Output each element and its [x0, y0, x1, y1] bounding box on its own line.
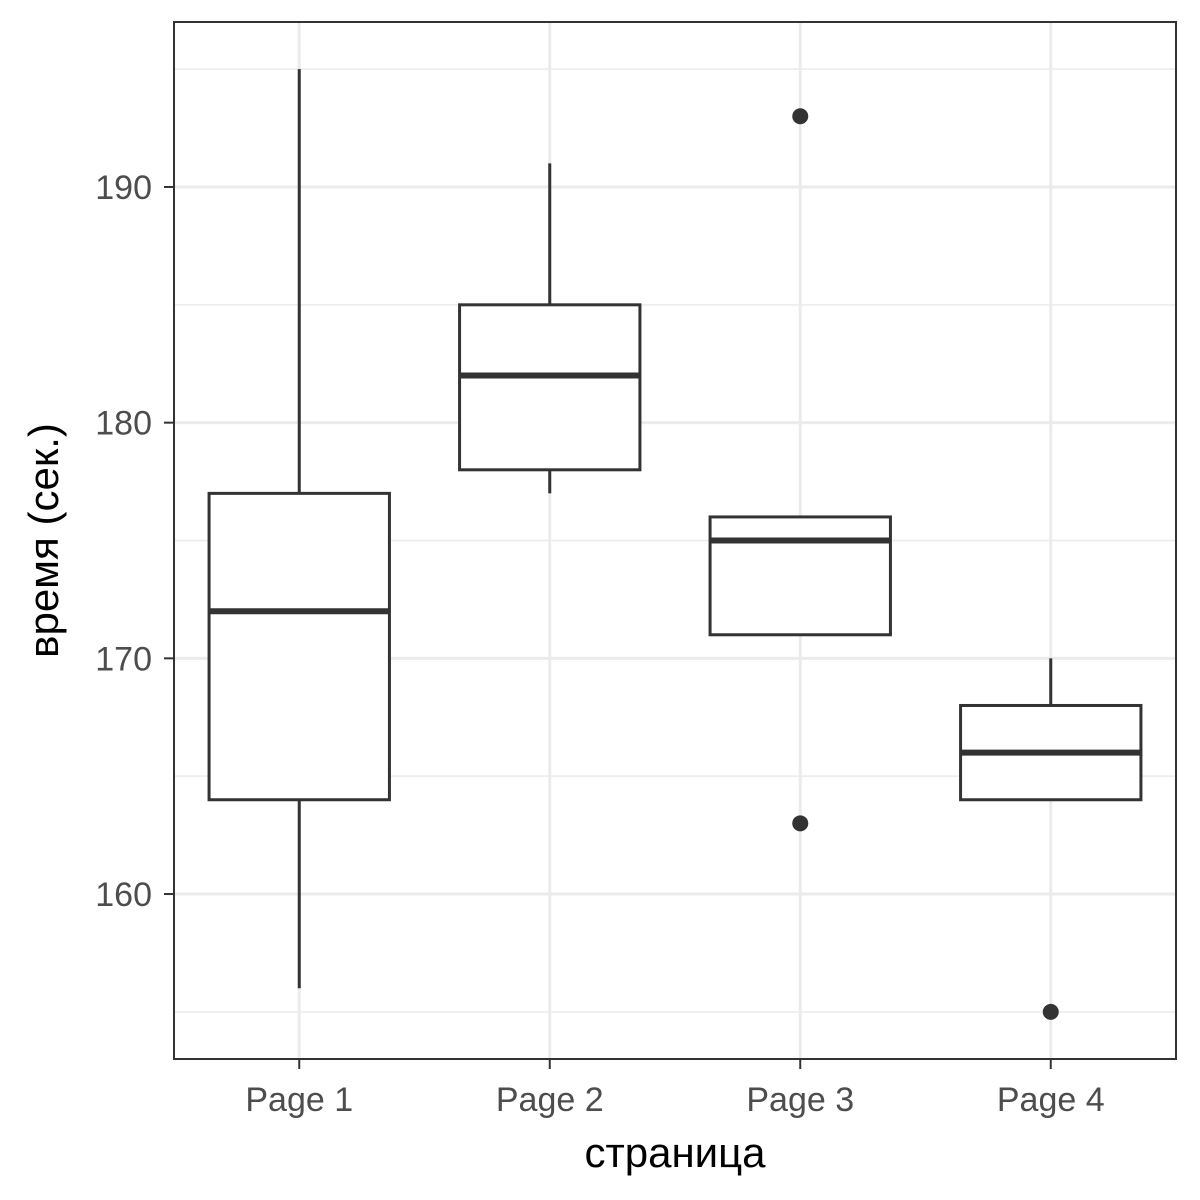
- y-tick-label: 180: [95, 405, 152, 443]
- outlier-point: [792, 815, 809, 832]
- x-axis-title: страница: [584, 1129, 766, 1176]
- outlier-point: [792, 108, 809, 125]
- y-tick-label: 160: [95, 876, 152, 914]
- y-tick-label: 190: [95, 169, 152, 207]
- box-iqr: [207, 491, 391, 802]
- outlier-point: [1042, 1003, 1059, 1020]
- x-tick-label: Page 2: [496, 1081, 604, 1119]
- panel-border: [173, 21, 1177, 1060]
- x-tick-label: Page 3: [746, 1081, 854, 1119]
- box-iqr: [458, 303, 642, 472]
- x-tick-label: Page 1: [245, 1081, 353, 1119]
- x-tick-label: Page 4: [997, 1081, 1105, 1119]
- box-layer: [207, 69, 1143, 1020]
- y-tick-label: 170: [95, 640, 152, 678]
- tick-layer: 160 170 180 190 Page 1 Page 2 Page 3 Page 4: [95, 169, 1104, 1119]
- y-axis-title: время (сек.): [20, 423, 67, 658]
- box-iqr: [708, 515, 892, 637]
